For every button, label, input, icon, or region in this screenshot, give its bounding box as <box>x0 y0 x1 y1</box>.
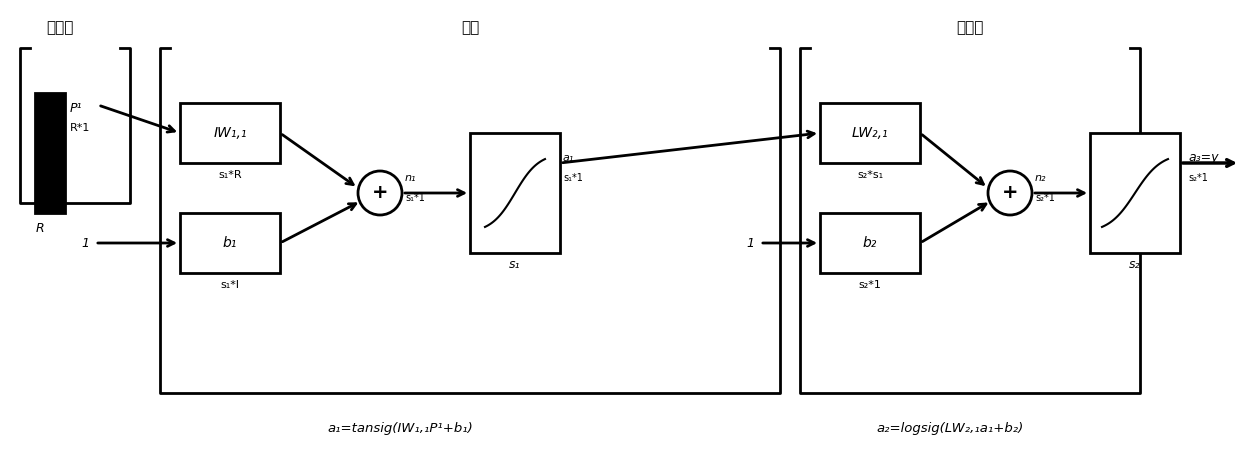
Text: s₂*1: s₂*1 <box>1188 173 1208 183</box>
Text: P¹: P¹ <box>69 102 83 114</box>
Text: IW₁,₁: IW₁,₁ <box>213 126 247 140</box>
Text: n₂: n₂ <box>1035 173 1047 183</box>
Circle shape <box>988 171 1032 215</box>
Text: s₁*1: s₁*1 <box>405 193 425 203</box>
Text: b₁: b₁ <box>223 236 237 250</box>
FancyBboxPatch shape <box>180 103 280 163</box>
Text: s₂: s₂ <box>1130 259 1141 272</box>
Text: a₁: a₁ <box>563 153 574 163</box>
Text: 1: 1 <box>81 236 89 249</box>
FancyBboxPatch shape <box>820 213 920 273</box>
Text: n₁: n₁ <box>405 173 417 183</box>
Text: s₁*1: s₁*1 <box>563 173 583 183</box>
Text: s₁*l: s₁*l <box>221 280 239 290</box>
Text: s₂*1: s₂*1 <box>1035 193 1055 203</box>
FancyBboxPatch shape <box>470 133 560 253</box>
Text: 输出层: 输出层 <box>956 20 983 35</box>
Text: 输入层: 输入层 <box>46 20 73 35</box>
FancyBboxPatch shape <box>35 93 64 213</box>
Text: a₃=y: a₃=y <box>1188 151 1219 165</box>
Text: 1: 1 <box>746 236 754 249</box>
FancyBboxPatch shape <box>820 103 920 163</box>
Text: +: + <box>1002 184 1018 202</box>
Circle shape <box>358 171 402 215</box>
Text: s₂*s₁: s₂*s₁ <box>857 170 883 180</box>
Text: +: + <box>372 184 388 202</box>
Text: a₁=tansig(IW₁,₁P¹+b₁): a₁=tansig(IW₁,₁P¹+b₁) <box>327 421 472 435</box>
Text: s₁: s₁ <box>510 259 521 272</box>
Text: a₂=logsig(LW₂,₁a₁+b₂): a₂=logsig(LW₂,₁a₁+b₂) <box>877 421 1024 435</box>
Text: R*1: R*1 <box>69 123 91 133</box>
Text: b₂: b₂ <box>863 236 877 250</box>
Text: s₂*1: s₂*1 <box>858 280 882 290</box>
Text: R: R <box>36 221 45 235</box>
Text: LW₂,₁: LW₂,₁ <box>852 126 888 140</box>
FancyBboxPatch shape <box>1090 133 1180 253</box>
Text: s₁*R: s₁*R <box>218 170 242 180</box>
FancyBboxPatch shape <box>180 213 280 273</box>
Text: 隐层: 隐层 <box>461 20 479 35</box>
